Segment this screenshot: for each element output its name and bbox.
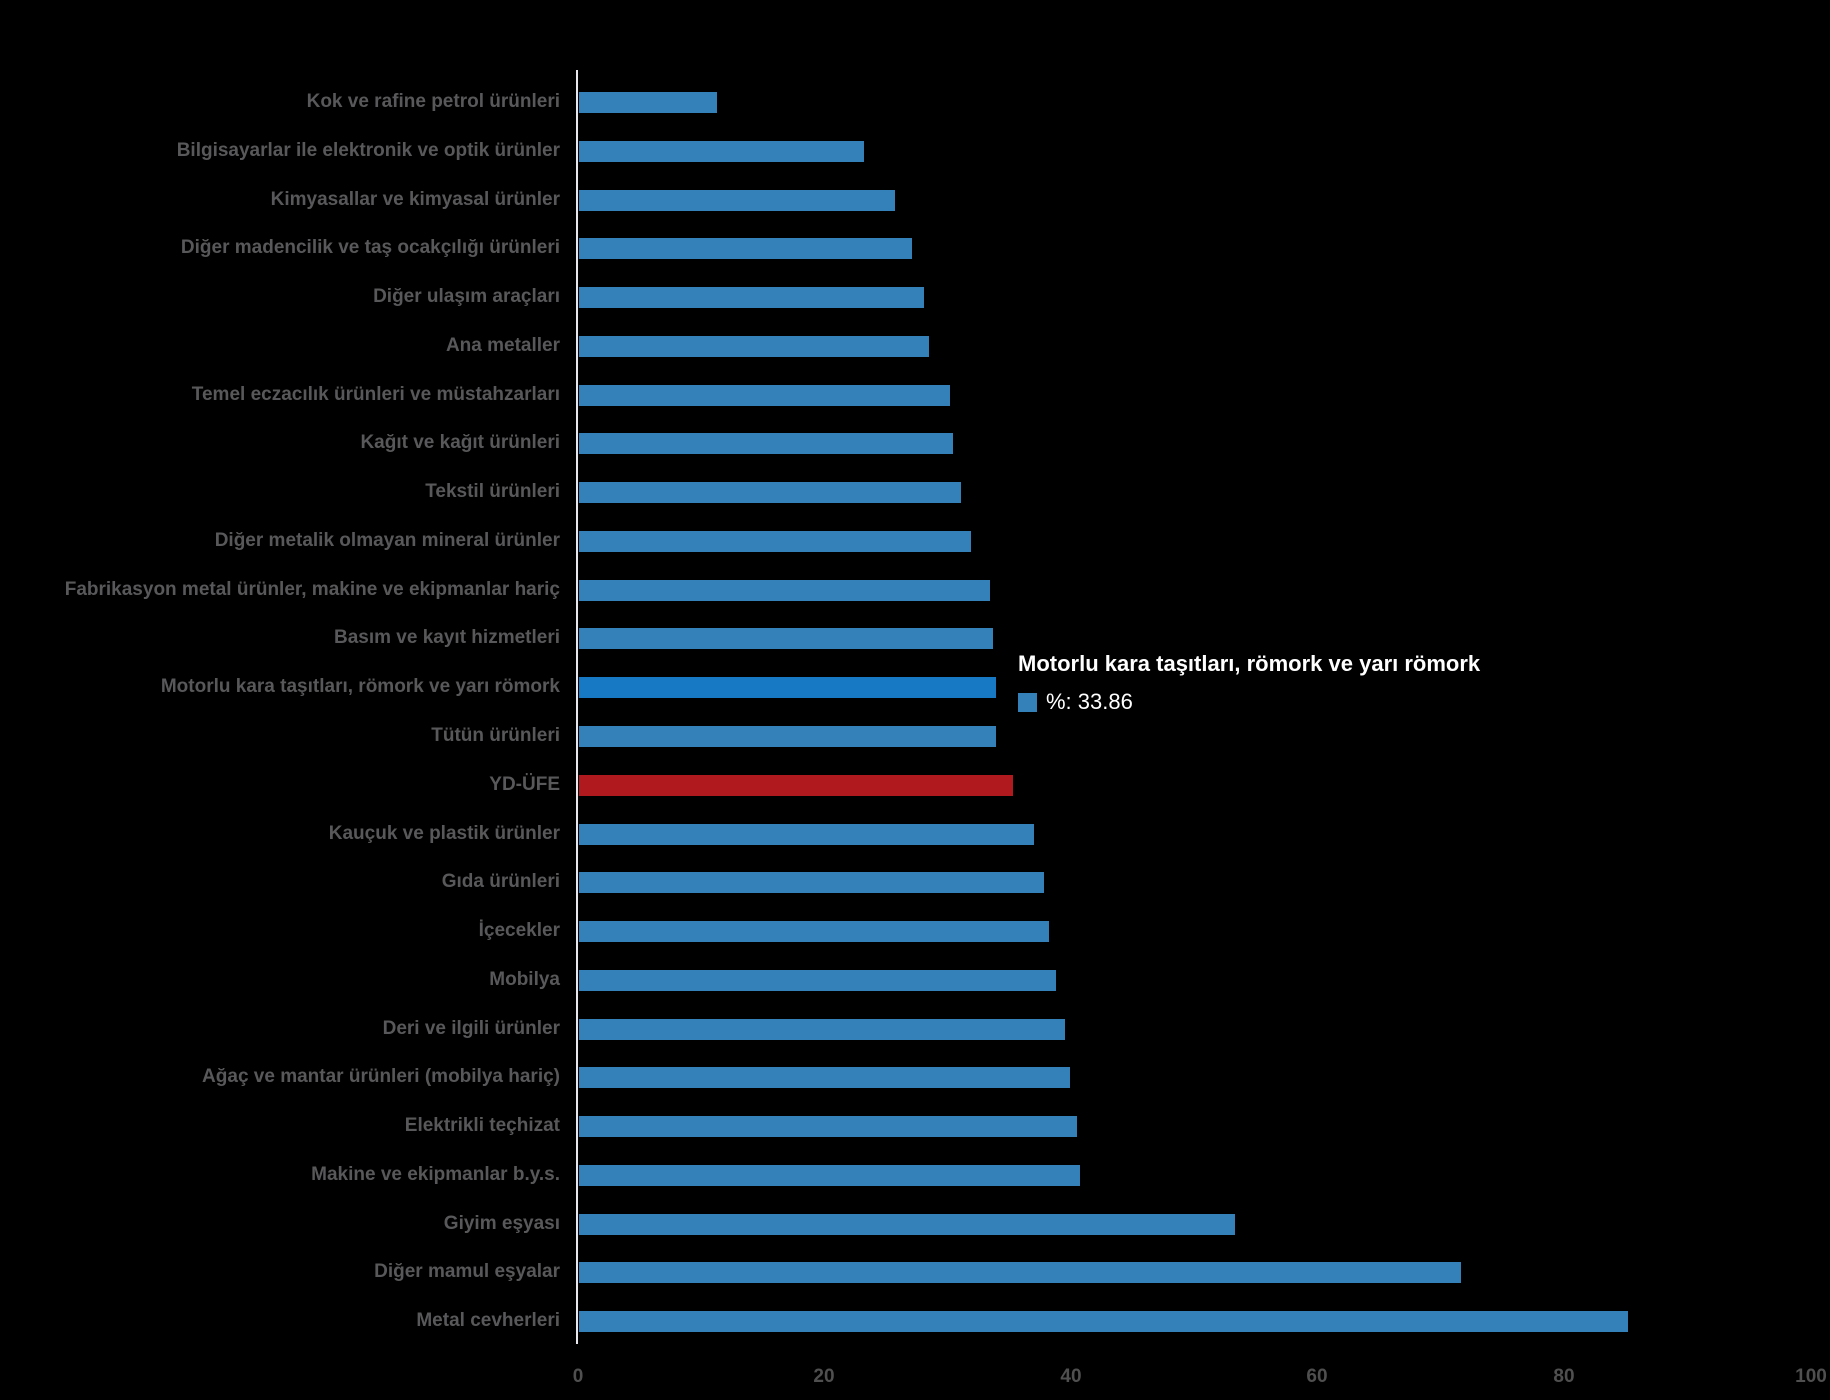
bar-segment[interactable]	[579, 921, 1049, 942]
x-tick-label: 80	[1553, 1366, 1575, 1387]
category-label: Bilgisayarlar ile elektronik ve optik ür…	[176, 140, 560, 161]
x-tick-label: 20	[813, 1366, 835, 1387]
category-label: İçecekler	[478, 920, 560, 941]
bar-segment[interactable]	[579, 970, 1056, 991]
bar-segment[interactable]	[579, 385, 950, 406]
bar-segment[interactable]	[579, 1311, 1628, 1332]
bar-segment[interactable]	[579, 677, 996, 698]
category-label: YD-ÜFE	[489, 774, 560, 795]
category-label: Diğer metalik olmayan mineral ürünler	[214, 530, 560, 551]
bar-segment[interactable]	[579, 872, 1044, 893]
category-label: Ana metaller	[445, 335, 560, 356]
bar-segment[interactable]	[579, 628, 993, 649]
bar-segment[interactable]	[579, 1019, 1065, 1040]
bar-segment[interactable]	[579, 92, 717, 113]
category-label: Elektrikli teçhizat	[404, 1115, 560, 1136]
bar-segment[interactable]	[579, 1067, 1070, 1088]
category-label: Ağaç ve mantar ürünleri (mobilya hariç)	[202, 1066, 560, 1087]
bar-segment[interactable]	[579, 433, 953, 454]
x-tick-label: 100	[1795, 1366, 1827, 1387]
x-tick-label: 60	[1306, 1366, 1328, 1387]
category-label: Kauçuk ve plastik ürünler	[328, 823, 560, 844]
bar-segment[interactable]	[579, 238, 912, 259]
category-label: Motorlu kara taşıtları, römork ve yarı r…	[160, 676, 560, 697]
bar-segment[interactable]	[579, 531, 971, 552]
category-label: Makine ve ekipmanlar b.y.s.	[311, 1164, 560, 1185]
bar-segment[interactable]	[579, 336, 929, 357]
category-label: Tekstil ürünleri	[425, 481, 560, 502]
category-label: Kağıt ve kağıt ürünleri	[360, 432, 560, 453]
hover-tooltip: Motorlu kara taşıtları, römork ve yarı r…	[1018, 650, 1481, 714]
category-label: Tütün ürünleri	[431, 725, 560, 746]
x-tick-label: 40	[1060, 1366, 1082, 1387]
bar-segment[interactable]	[579, 1262, 1461, 1283]
category-label: Kok ve rafine petrol ürünleri	[306, 91, 560, 112]
category-label: Kimyasallar ve kimyasal ürünler	[270, 189, 560, 210]
category-label: Deri ve ilgili ürünler	[382, 1018, 560, 1039]
category-label: Basım ve kayıt hizmetleri	[334, 627, 560, 648]
bar-segment[interactable]	[579, 1116, 1077, 1137]
bar-segment[interactable]	[579, 726, 996, 747]
bar-segment[interactable]	[579, 1214, 1235, 1235]
category-label: Temel eczacılık ürünleri ve müstahzarlar…	[191, 384, 560, 405]
category-label: Metal cevherleri	[416, 1310, 560, 1331]
category-label: Gıda ürünleri	[441, 871, 560, 892]
y-axis-line	[576, 70, 578, 1344]
category-label: Fabrikasyon metal ürünler, makine ve eki…	[64, 579, 560, 600]
tooltip-title: Motorlu kara taşıtları, römork ve yarı r…	[1018, 651, 1481, 676]
category-label: Diğer mamul eşyalar	[374, 1261, 560, 1282]
bar-special[interactable]	[579, 775, 1013, 796]
bar-segment[interactable]	[579, 1165, 1080, 1186]
bar-segment[interactable]	[579, 190, 895, 211]
bar-segment[interactable]	[579, 287, 924, 308]
bar-segment[interactable]	[579, 580, 990, 601]
category-label: Diğer ulaşım araçları	[373, 286, 560, 307]
tooltip-value-row: %: 33.86	[1018, 690, 1480, 714]
bar-segment[interactable]	[579, 824, 1034, 845]
bar-segment[interactable]	[579, 141, 864, 162]
series-swatch-icon	[1018, 692, 1037, 712]
category-label: Diğer madencilik ve taş ocakçılığı ürünl…	[180, 237, 560, 258]
category-label: Mobilya	[489, 969, 560, 990]
category-label: Giyim eşyası	[443, 1213, 560, 1234]
bar-segment[interactable]	[579, 482, 961, 503]
x-tick-label: 0	[572, 1366, 584, 1387]
tooltip-value: %: 33.86	[1046, 689, 1133, 714]
